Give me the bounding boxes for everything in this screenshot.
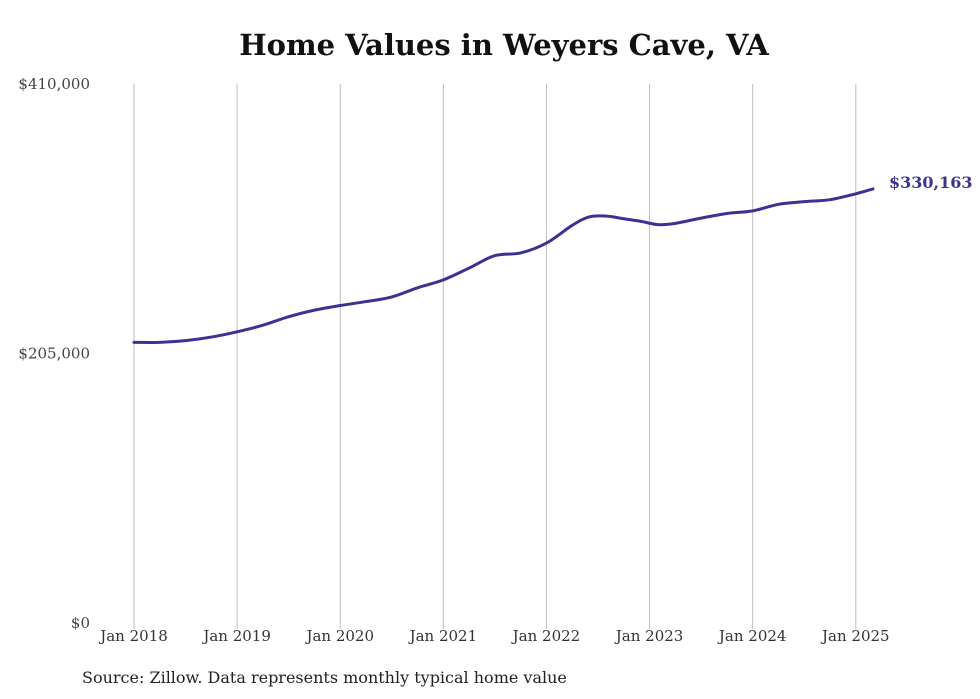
x-tick-label: Jan 2023 (614, 627, 684, 645)
y-tick-label: $205,000 (18, 345, 90, 363)
x-tick-label: Jan 2019 (201, 627, 271, 645)
x-tick-label: Jan 2022 (511, 627, 581, 645)
x-axis-tick-labels: Jan 2018 Jan 2019 Jan 2020 Jan 2021 Jan 2022… (98, 627, 889, 645)
x-tick-label: Jan 2025 (820, 627, 890, 645)
chart-title: Home Values in Weyers Cave, VA (239, 28, 769, 62)
series-layer: $330,163 (132, 173, 973, 344)
x-tick-label: Jan 2021 (408, 627, 478, 645)
x-tick-label: Jan 2020 (304, 627, 374, 645)
source-note: Source: Zillow. Data represents monthly … (82, 668, 567, 687)
series-line (132, 187, 875, 344)
gridlines (133, 84, 857, 629)
line-chart: $0$205,000$410,000 Jan 2018 Jan 2019 Jan 2… (18, 75, 973, 645)
x-tick-label: Jan 2024 (717, 627, 787, 645)
y-tick-label: $410,000 (18, 75, 90, 93)
y-tick-label: $0 (71, 614, 90, 632)
end-value-label: $330,163 (889, 173, 973, 192)
x-tick-label: Jan 2018 (98, 627, 168, 645)
y-axis-tick-labels: $0 $205,000 $410,000 (18, 75, 90, 632)
